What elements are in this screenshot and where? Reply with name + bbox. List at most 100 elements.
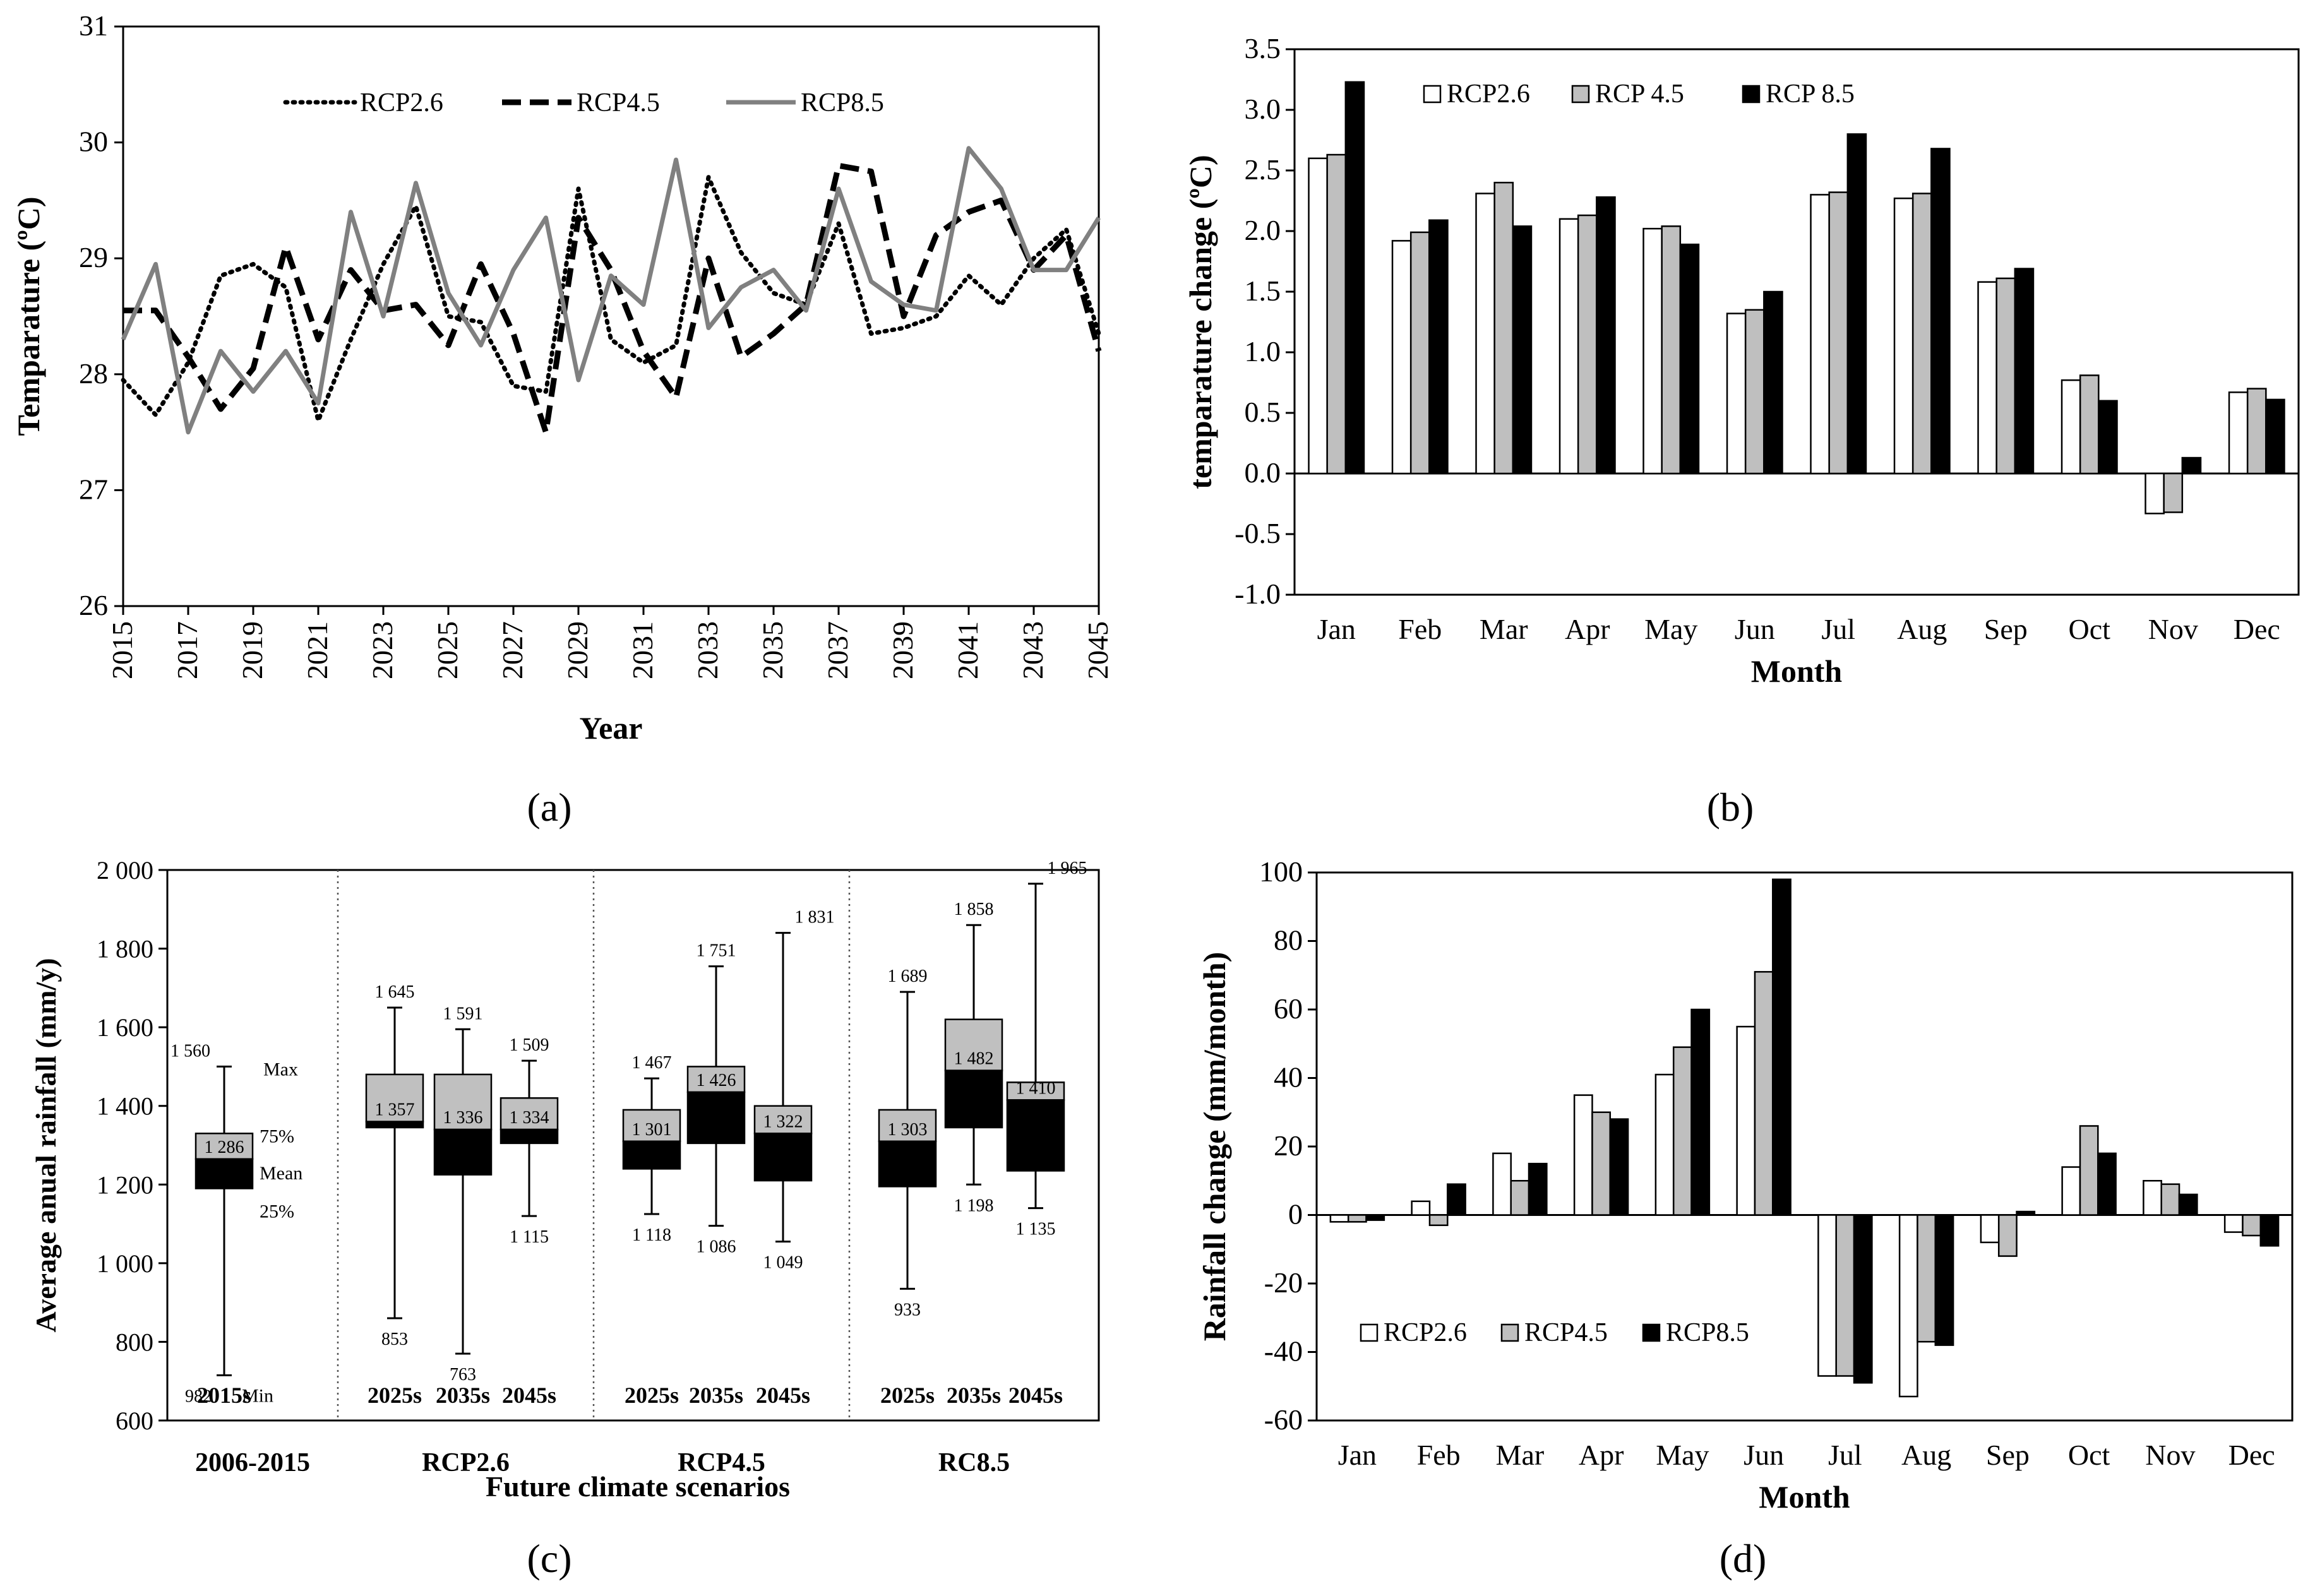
panel-b: -1.0 -0.5 0.0 0.5 1.0 1.5 2.0 2.5 3.0 3.5 Jan Feb Ma… — [1183, 32, 2300, 830]
y-axis-title: temparature change (ºC) — [1183, 155, 1218, 489]
box-lower — [194, 1158, 254, 1189]
x-tick-label: Feb — [1398, 613, 1442, 645]
annotation-mean: Mean — [260, 1163, 302, 1184]
min-label: 853 — [381, 1330, 408, 1349]
bar-rcp45-nov — [2163, 472, 2184, 513]
bar-rcp26-dec — [2228, 391, 2249, 475]
y-tick-label: 600 — [116, 1407, 153, 1435]
panel-label: (b) — [1707, 785, 1754, 830]
bar-rcp45-aug — [1917, 1214, 1937, 1343]
x-axis-title: Future climate scenarios — [486, 1470, 790, 1503]
annotation-max: Max — [263, 1059, 298, 1080]
x-tick-label: Apr — [1565, 613, 1610, 645]
y-tick-label: 1 800 — [97, 935, 153, 963]
bar-rcp26-dec — [2223, 1214, 2244, 1233]
bar-rcp26-feb — [1391, 240, 1412, 475]
x-tick-label: 2031 — [626, 621, 659, 679]
y-tick-label: 2 000 — [97, 856, 153, 884]
max-label: 1 831 — [795, 908, 835, 927]
bar-rcp85-oct — [2098, 400, 2118, 475]
min-label: 1 115 — [510, 1227, 549, 1247]
x-tick-label: Aug — [1897, 613, 1947, 645]
period-label: 2035s — [436, 1383, 490, 1408]
bar-rcp85-aug — [1930, 148, 1951, 475]
y-tick-label: 31 — [79, 9, 108, 42]
legend-swatch — [1571, 85, 1590, 104]
bar-rcp85-nov — [2181, 456, 2202, 475]
x-tick-label: 2039 — [887, 621, 919, 679]
box-upper — [433, 1073, 493, 1131]
bar-rcp45-jun — [1744, 309, 1765, 475]
legend-swatch — [1642, 1323, 1661, 1342]
box-lower — [365, 1121, 424, 1129]
bar-rcp26-sep — [1977, 281, 1997, 475]
max-label: 1 591 — [443, 1004, 483, 1023]
y-tick-label: 29 — [79, 241, 108, 273]
box-upper — [365, 1073, 424, 1123]
legend-label: RCP 8.5 — [1766, 80, 1855, 109]
y-tick-label: 100 — [1259, 855, 1303, 888]
bar-rcp45-nov — [2160, 1183, 2180, 1216]
bar-rcp45-apr — [1577, 214, 1598, 475]
bar-rcp45-dec — [2246, 388, 2267, 475]
panel-a: 26 27 28 29 30 31 2015 2017 2019 2021 2023 2025 2027… — [11, 9, 1114, 830]
series-line-rcp26 — [121, 175, 1101, 423]
x-tick-label: 2029 — [561, 621, 594, 679]
box-lower — [1006, 1099, 1065, 1172]
bar-rcp26-jun — [1726, 313, 1747, 475]
y-tick-label: 0.0 — [1245, 456, 1281, 489]
y-tick-label: 1 000 — [97, 1249, 153, 1278]
bar-rcp45-aug — [1911, 193, 1932, 475]
y-tick-label: 0.5 — [1245, 396, 1281, 428]
y-tick-label: 1 200 — [97, 1170, 153, 1199]
legend-label: RCP8.5 — [801, 88, 884, 117]
annotation-q75: 75% — [260, 1126, 294, 1146]
x-tick-label: 2033 — [691, 621, 724, 679]
bar-rcp45-feb — [1409, 231, 1430, 475]
annotation-min: Min — [242, 1385, 273, 1406]
min-label: 1 049 — [763, 1253, 803, 1273]
max-label: 1 965 — [1048, 859, 1087, 878]
bar-rcp26-mar — [1492, 1152, 1512, 1216]
box-lower — [622, 1140, 681, 1170]
x-tick-label: 2021 — [301, 621, 333, 679]
x-tick-label: Feb — [1417, 1439, 1461, 1471]
y-tick-label: 0 — [1288, 1198, 1303, 1230]
box-upper — [878, 1109, 937, 1143]
y-tick-label: 40 — [1274, 1061, 1303, 1093]
y-tick-label: 20 — [1274, 1129, 1303, 1162]
bar-rcp85-jul — [1846, 133, 1867, 475]
x-tick-label: Aug — [1901, 1439, 1951, 1471]
bar-rcp85-oct — [2097, 1152, 2117, 1216]
x-tick-label: Mar — [1480, 613, 1528, 645]
box-upper — [1006, 1081, 1065, 1101]
period-label: 2035s — [947, 1383, 1001, 1408]
period-label: 2025s — [368, 1383, 422, 1408]
bar-rcp26-nov — [2143, 1180, 2162, 1216]
mean-label: 1 303 — [888, 1120, 928, 1140]
y-tick-label: 27 — [79, 473, 108, 505]
bar-rcp45-sep — [1995, 277, 2016, 475]
bar-rcp26-jul — [1817, 1214, 1837, 1377]
bar-rcp85-may — [1679, 243, 1700, 475]
bar-rcp45-jan — [1326, 153, 1347, 475]
x-tick-label: Sep — [1986, 1439, 2030, 1471]
x-tick-label: Mar — [1496, 1439, 1545, 1471]
box-upper — [622, 1109, 681, 1143]
y-tick-label: 28 — [79, 357, 108, 390]
annotation-q25: 25% — [260, 1201, 294, 1222]
legend-label: RCP2.6 — [1447, 80, 1530, 109]
min-label: 982 — [185, 1386, 212, 1406]
max-label: 1 645 — [375, 982, 415, 1002]
bar-rcp26-apr — [1558, 218, 1579, 475]
y-tick-label: 1.0 — [1245, 335, 1281, 367]
y-tick-label: 26 — [79, 589, 108, 621]
mean-label: 1 336 — [443, 1108, 483, 1128]
bar-rcp26-may — [1654, 1073, 1675, 1216]
bar-rcp26-jan — [1329, 1214, 1349, 1223]
panel-label: (c) — [527, 1536, 571, 1581]
legend-label: RCP 4.5 — [1595, 80, 1684, 109]
bar-rcp85-may — [1690, 1008, 1711, 1216]
bar-rcp45-oct — [2079, 374, 2100, 475]
y-tick-label: 3.0 — [1245, 93, 1281, 125]
